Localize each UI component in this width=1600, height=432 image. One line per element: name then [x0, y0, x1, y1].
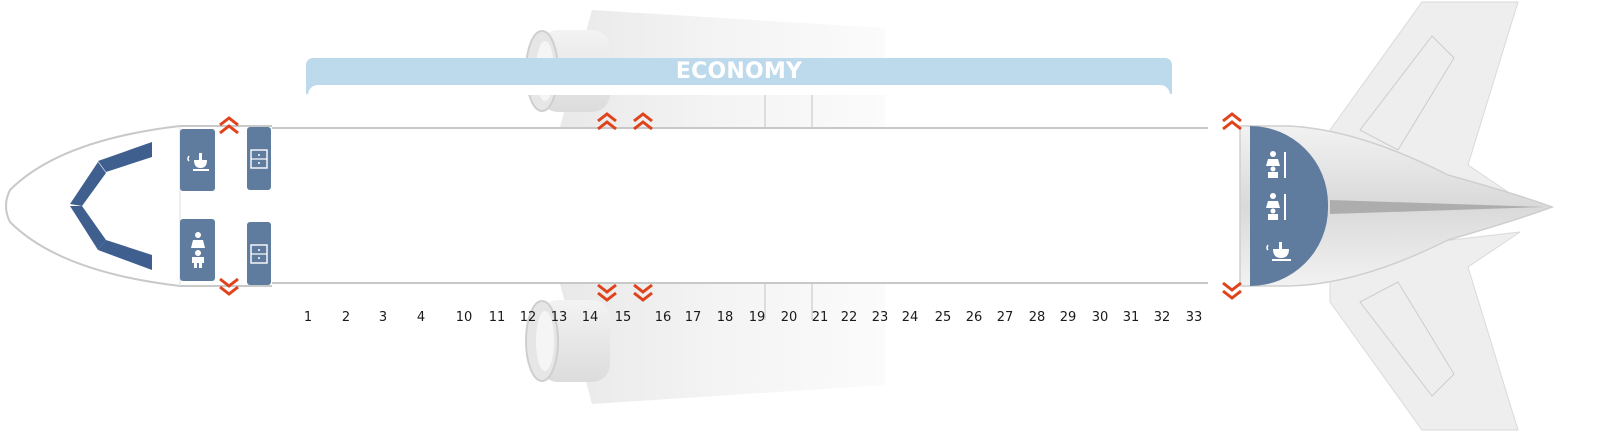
row-number[interactable]: 31	[1122, 310, 1140, 325]
galley-icon	[1266, 242, 1291, 261]
row-number[interactable]: 11	[488, 310, 506, 325]
closet-icon	[250, 148, 268, 169]
row-number[interactable]: 19	[748, 310, 766, 325]
row-number[interactable]: 15	[614, 310, 632, 325]
exit-arrow-icon	[633, 112, 653, 131]
exit-arrow-icon	[597, 112, 617, 131]
row-number[interactable]: 12	[519, 310, 537, 325]
row-number[interactable]: 14	[581, 310, 599, 325]
lavatory-icon	[1266, 151, 1286, 178]
row-number[interactable]: 32	[1153, 310, 1171, 325]
row-number[interactable]: 33	[1185, 310, 1203, 325]
exit-arrow-icon	[219, 116, 239, 135]
front-galley	[180, 129, 215, 191]
lavatory-icon	[190, 232, 205, 268]
front-closet-upper	[247, 127, 271, 190]
row-number[interactable]: 30	[1091, 310, 1109, 325]
row-number[interactable]: 13	[550, 310, 568, 325]
front-closet-lower	[247, 222, 271, 285]
exit-arrow-icon	[1222, 281, 1242, 300]
row-number[interactable]: 16	[654, 310, 672, 325]
row-number[interactable]: 21	[811, 310, 829, 325]
row-number[interactable]: 1	[303, 310, 313, 325]
cabin-class-banner: ECONOMY	[306, 58, 1172, 95]
row-numbers: 1 2 3 4 10 11 12 13 14 15 16 17 18 19 20…	[0, 310, 1600, 330]
row-number[interactable]: 24	[901, 310, 919, 325]
row-number[interactable]: 28	[1028, 310, 1046, 325]
exit-arrow-icon	[597, 283, 617, 302]
cabin-class-label: ECONOMY	[675, 59, 803, 84]
row-number[interactable]: 18	[716, 310, 734, 325]
exit-arrow-icon	[633, 283, 653, 302]
lower-wing	[560, 284, 885, 404]
row-number[interactable]: 27	[996, 310, 1014, 325]
row-number[interactable]: 29	[1059, 310, 1077, 325]
closet-icon	[250, 243, 268, 264]
exit-arrow-icon	[219, 277, 239, 296]
exit-arrow-icon	[1222, 112, 1242, 131]
row-number[interactable]: 22	[840, 310, 858, 325]
row-number[interactable]: 26	[965, 310, 983, 325]
cockpit-windows	[70, 142, 152, 270]
row-number[interactable]: 17	[684, 310, 702, 325]
lower-engine	[525, 300, 610, 382]
row-number[interactable]: 3	[378, 310, 388, 325]
cabin-floor	[272, 127, 1208, 284]
row-number[interactable]: 4	[416, 310, 426, 325]
row-number[interactable]: 23	[871, 310, 889, 325]
row-number[interactable]: 20	[780, 310, 798, 325]
lavatory-icon	[1266, 193, 1286, 220]
row-number[interactable]: 10	[455, 310, 473, 325]
row-number[interactable]: 2	[341, 310, 351, 325]
front-lavatory	[180, 219, 215, 281]
row-number[interactable]: 25	[934, 310, 952, 325]
galley-icon	[186, 153, 209, 171]
